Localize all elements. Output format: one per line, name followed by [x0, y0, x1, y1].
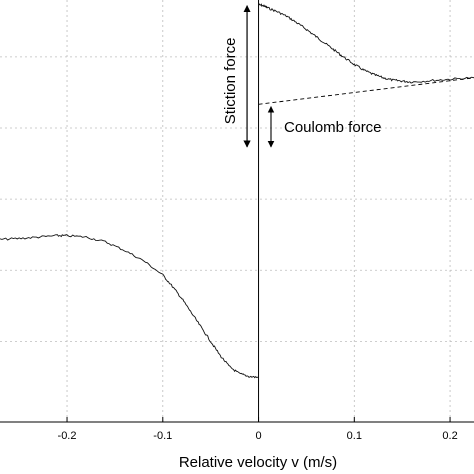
x-tick-label: 0.1 — [347, 430, 362, 442]
axes — [0, 0, 474, 423]
x-tick-label: -0.1 — [153, 430, 172, 442]
friction-curve-0 — [258, 3, 474, 84]
friction-curve-1 — [0, 234, 259, 379]
series — [0, 3, 474, 379]
stiction-force-label: Stiction force — [222, 38, 239, 125]
x-tick-label: 0.2 — [442, 430, 457, 442]
coulomb-dashed-line — [258, 77, 474, 105]
x-tick-label: 0 — [255, 430, 261, 442]
x-axis-label: Relative velocity v (m/s) — [179, 454, 337, 471]
annotations: Stiction force Coulomb force — [222, 5, 382, 148]
x-tick-label: -0.2 — [58, 430, 77, 442]
x-tick-labels: -0.2 -0.1 0 0.1 0.2 — [58, 430, 458, 442]
coulomb-force-label: Coulomb force — [284, 119, 382, 136]
